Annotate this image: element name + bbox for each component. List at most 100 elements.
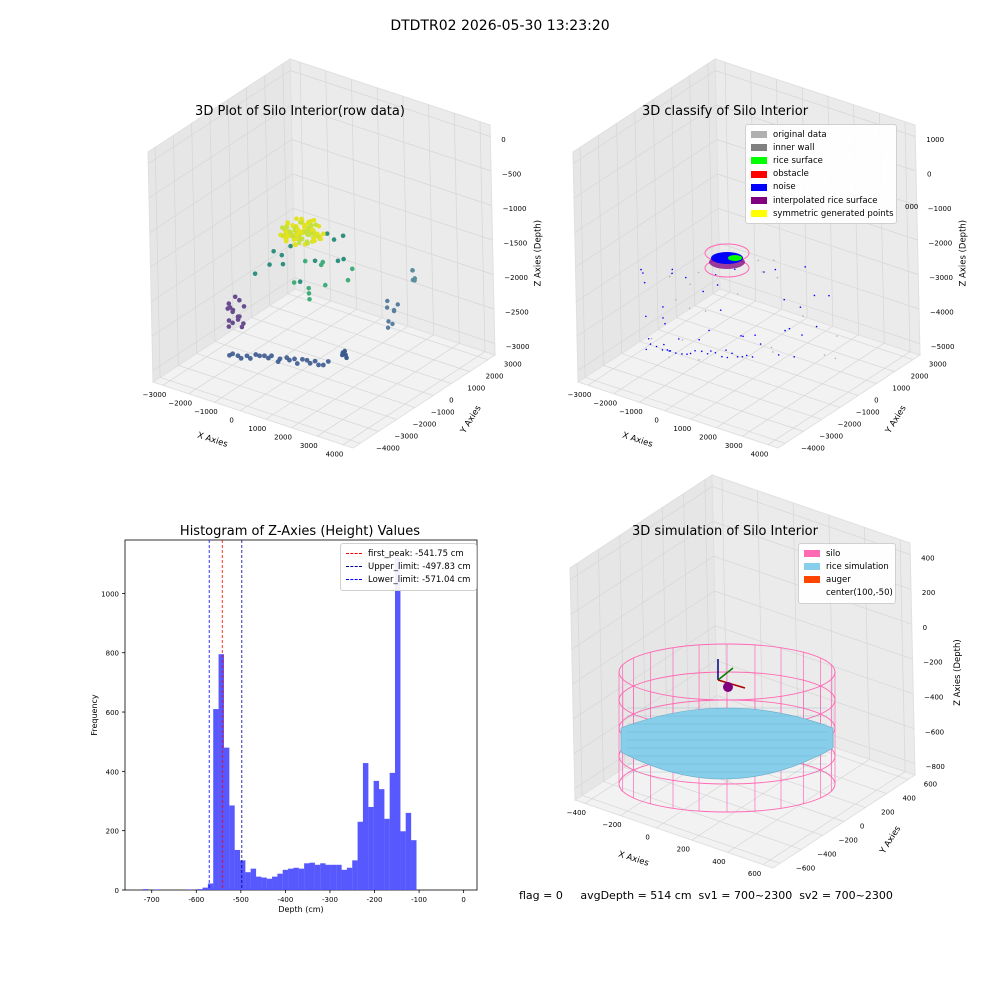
data-point — [300, 356, 305, 362]
legend-item: rice surface — [751, 154, 891, 167]
data-point — [277, 356, 283, 362]
histogram-legend: first_peak: -541.75 cm Upper_limit: -497… — [340, 543, 477, 591]
y-tick-label: 0 — [449, 396, 453, 404]
y-tick-label: −600 — [796, 864, 815, 872]
data-point — [698, 359, 700, 361]
data-point — [225, 306, 231, 311]
data-point — [385, 298, 390, 304]
grid-line — [148, 104, 292, 199]
z-tick-label: −400 — [924, 694, 943, 702]
z-tick-label: −3000 — [506, 343, 530, 351]
x-tick-label: 0 — [229, 416, 233, 424]
data-point — [311, 235, 317, 241]
legend-swatch — [751, 183, 767, 191]
data-point — [702, 290, 704, 293]
legend-item: original data — [751, 128, 891, 141]
z-axis-label: Z Axies (Depth) — [953, 639, 963, 706]
histogram-bar — [213, 709, 219, 890]
grid-line — [570, 521, 714, 615]
histogram-bar — [341, 869, 347, 890]
histogram-bar — [282, 869, 289, 890]
histogram-bar — [197, 889, 203, 890]
histogram-bar — [314, 864, 321, 890]
histogram-bar — [373, 780, 380, 890]
data-point — [754, 334, 756, 336]
x-tick-label: 4000 — [326, 450, 344, 458]
grid-line — [664, 317, 808, 412]
data-point — [253, 352, 259, 357]
center-marker — [723, 682, 733, 692]
data-point — [340, 233, 346, 239]
data-point — [770, 346, 773, 349]
data-point — [294, 361, 300, 366]
data-point — [238, 355, 244, 361]
histogram-bar — [293, 867, 299, 890]
legend-label: original data — [773, 129, 827, 140]
grid-line — [570, 486, 713, 580]
grid-line — [159, 377, 361, 444]
legend-swatch — [804, 563, 820, 571]
z-tick-label: −800 — [926, 763, 945, 771]
data-point — [344, 355, 349, 361]
data-point — [342, 348, 348, 354]
x-tick-label: −2000 — [168, 399, 192, 407]
y-tick-label: 400 — [106, 768, 119, 776]
data-point — [745, 354, 748, 357]
x-tick-label: 600 — [748, 870, 761, 878]
grid-line — [575, 173, 718, 268]
legend-item: silo — [804, 547, 890, 560]
grid-line — [188, 300, 331, 395]
grid-line — [624, 767, 823, 836]
legend-label: auger — [826, 574, 851, 585]
data-point — [736, 356, 739, 358]
y-tick-label: 1000 — [892, 385, 910, 393]
x-tick-label: 2000 — [274, 433, 292, 441]
x-tick-label: −3000 — [143, 391, 167, 399]
legend-swatch — [804, 590, 820, 597]
grid-line — [151, 242, 295, 337]
grid-line — [573, 104, 717, 199]
data-point — [230, 320, 235, 326]
histogram-bar — [288, 868, 294, 890]
data-point — [309, 223, 314, 228]
plot-area — [124, 539, 478, 891]
status-footer: flag = 0 avgDepth = 514 cm sv1 = 700~230… — [519, 889, 893, 902]
data-point — [283, 229, 289, 235]
x-tick-label: 1000 — [673, 425, 691, 433]
grid-line — [676, 317, 877, 384]
data-point — [241, 321, 246, 326]
data-point — [331, 237, 337, 242]
legend-label: obstacle — [773, 169, 809, 180]
histogram-bar — [272, 876, 278, 890]
data-point — [386, 319, 391, 324]
y-tick-label: 3000 — [504, 361, 522, 369]
legend-item: first_peak: -541.75 cm — [346, 547, 471, 560]
data-point — [232, 294, 238, 300]
data-point — [244, 353, 250, 359]
x-axis-label: X Axies — [196, 431, 229, 450]
x-tick-label: 0 — [645, 833, 649, 841]
data-point — [793, 356, 795, 358]
data-point — [239, 324, 245, 330]
x-tick-label: −400 — [567, 809, 586, 817]
data-point — [671, 268, 674, 271]
histogram-bar — [389, 772, 396, 890]
z-tick-label: −1500 — [504, 240, 528, 248]
data-point — [777, 354, 780, 356]
data-point — [664, 322, 666, 325]
data-point — [710, 350, 712, 352]
raw-scatter-plot: −3000−2000−10000100020003000400030002000… — [143, 58, 544, 458]
data-point — [302, 258, 308, 264]
data-point — [740, 335, 742, 337]
grid-line — [639, 341, 840, 408]
histogram-bar — [357, 821, 364, 890]
histogram-bar — [234, 849, 241, 890]
data-point — [759, 343, 762, 345]
z-tick-label: −600 — [925, 728, 944, 736]
data-point — [671, 272, 673, 275]
data-point — [349, 266, 355, 272]
data-point — [736, 293, 739, 295]
legend-swatch — [804, 550, 820, 558]
histogram-bar — [266, 878, 273, 890]
data-point — [663, 343, 665, 346]
